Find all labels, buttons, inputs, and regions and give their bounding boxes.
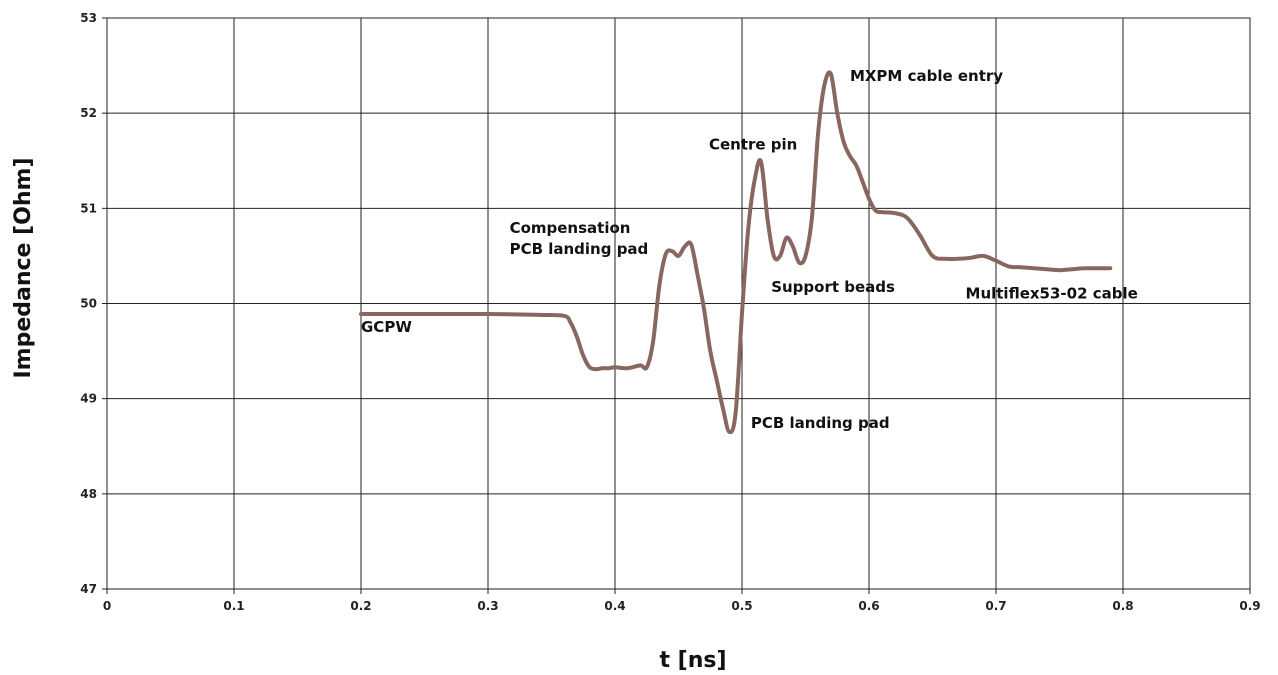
y-tick-label: 53: [80, 11, 97, 25]
annotations: GCPW Compensation PCB landing pad PCB landi…: [361, 67, 1138, 432]
annotation-line: PCB landing pad: [510, 240, 649, 258]
x-tick-label: 0.8: [1112, 599, 1133, 613]
x-tick-label: 0: [103, 599, 111, 613]
grid-lines: [102, 17, 1251, 594]
x-tick-label: 0.9: [1239, 599, 1260, 613]
annotation-line: Compensation: [510, 219, 631, 237]
annotation-line: MXPM cable entry: [850, 67, 1003, 85]
annotation-line: Support beads: [771, 278, 895, 296]
y-tick-label: 51: [80, 201, 97, 215]
annotation-label: Support beads: [771, 278, 895, 296]
x-tick-labels: 0 0.1 0.2 0.3 0.4 0.5 0.6 0.7 0.8 0.9: [103, 599, 1261, 613]
y-axis-title: Impedance [Ohm]: [11, 157, 36, 378]
x-tick-label: 0.5: [731, 599, 752, 613]
annotation-label: Compensation PCB landing pad: [510, 219, 649, 258]
x-tick-label: 0.2: [350, 599, 371, 613]
y-tick-label: 52: [80, 106, 97, 120]
x-tick-label: 0.6: [858, 599, 879, 613]
annotation-label: GCPW: [361, 318, 412, 336]
x-tick-label: 0.4: [604, 599, 625, 613]
x-axis-title: t [ns]: [659, 648, 726, 673]
x-tick-label: 0.3: [477, 599, 498, 613]
impedance-series-line: [359, 70, 1113, 435]
y-tick-label: 49: [80, 392, 97, 406]
annotation-label: Multiflex53-02 cable: [966, 285, 1138, 303]
annotation-label: MXPM cable entry: [850, 67, 1003, 85]
x-tick-label: 0.1: [223, 599, 244, 613]
annotation-label: PCB landing pad: [751, 414, 890, 432]
plot-frame: [106, 17, 1251, 590]
y-tick-label: 48: [80, 487, 97, 501]
annotation-label: Centre pin: [709, 135, 797, 153]
y-tick-label: 47: [80, 582, 97, 596]
annotation-line: GCPW: [361, 318, 412, 336]
annotation-line: Multiflex53-02 cable: [966, 285, 1138, 303]
y-tick-label: 50: [80, 297, 97, 311]
annotation-line: Centre pin: [709, 135, 797, 153]
annotation-line: PCB landing pad: [751, 414, 890, 432]
x-tick-label: 0.7: [985, 599, 1006, 613]
y-tick-labels: 47 48 49 50 51 52 53: [80, 11, 97, 596]
